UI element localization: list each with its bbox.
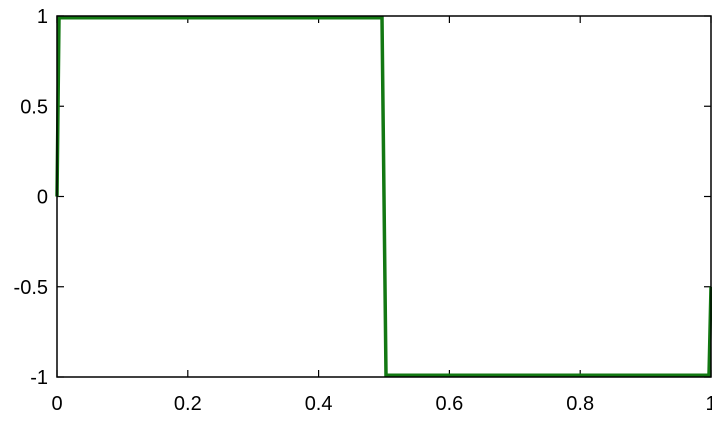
y-tick-label: 0.5 bbox=[20, 96, 48, 118]
x-tick-label: 0 bbox=[51, 393, 62, 415]
y-tick-label: -1 bbox=[30, 367, 48, 389]
axes-frame bbox=[56, 15, 712, 378]
series-layer bbox=[55, 16, 712, 377]
x-tick-label: 0.2 bbox=[174, 393, 202, 415]
series-line bbox=[55, 16, 712, 377]
y-tick-label: -0.5 bbox=[14, 277, 48, 299]
x-tick-label: 0.8 bbox=[566, 393, 594, 415]
labels-layer: 0 0.2 0.4 0.6 0.8 1 1 0.5 0 -0.5 -1 bbox=[14, 6, 712, 415]
x-tick-label: 1 bbox=[705, 393, 712, 415]
y-tick-label: 0 bbox=[37, 187, 48, 209]
x-tick-label: 0.4 bbox=[305, 393, 333, 415]
x-tick-label: 0.6 bbox=[435, 393, 463, 415]
y-tick-label: 1 bbox=[37, 6, 48, 28]
